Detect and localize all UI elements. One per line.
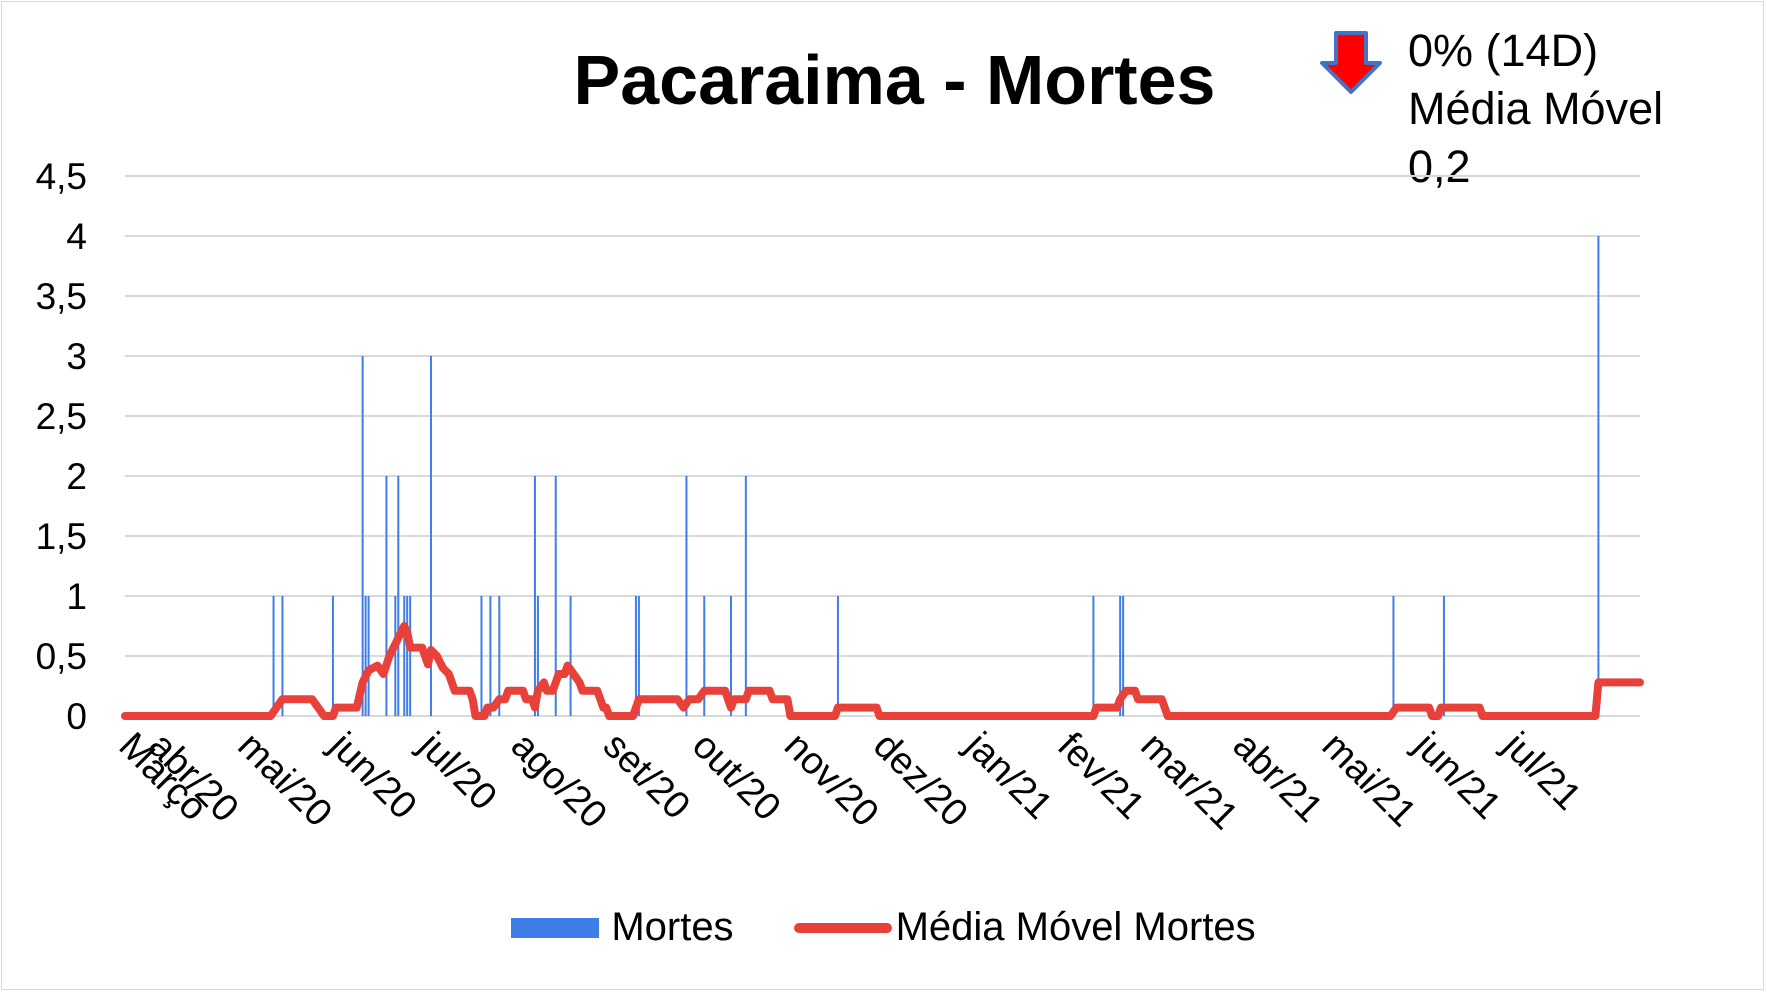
bar (429, 356, 432, 716)
bar (744, 476, 747, 716)
legend-item-mortes: Mortes (511, 905, 734, 950)
moving-average-line (121, 622, 1644, 720)
bar (1119, 596, 1122, 716)
bar (1392, 596, 1395, 716)
x-tick-label: jan/21 (957, 724, 1061, 828)
bar (554, 476, 557, 716)
y-tick-label: 4 (66, 216, 87, 257)
bar (397, 476, 400, 716)
bar (480, 596, 483, 716)
y-tick-label: 3 (66, 336, 87, 377)
moving-average-value: 0,2 (1408, 141, 1471, 192)
x-tick-label: jun/20 (321, 724, 425, 828)
y-tick-label: 1 (66, 576, 87, 617)
x-tick-label: nov/20 (776, 725, 886, 835)
x-tick-label: mar/21 (1133, 725, 1246, 838)
bar (634, 596, 637, 716)
x-tick-label: fev/21 (1049, 725, 1152, 828)
bar (403, 596, 406, 716)
bar (533, 476, 536, 716)
y-tick-label: 2,5 (36, 396, 87, 437)
bar (409, 596, 412, 716)
bar (498, 596, 501, 716)
bar (385, 476, 388, 716)
legend: Mortes Média Móvel Mortes (0, 905, 1767, 950)
bar (272, 596, 275, 716)
legend-label-mortes: Mortes (611, 905, 734, 949)
bar (1122, 596, 1125, 716)
bar (730, 596, 732, 716)
chart-title: Pacaraima - Mortes (573, 41, 1216, 119)
bar (394, 596, 397, 716)
bar (361, 356, 364, 716)
change-percent: 0% (14D) (1408, 25, 1599, 76)
plot-area: 00,511,522,533,544,5 Marçoabr/20mai/20ju… (36, 156, 1644, 838)
y-tick-label: 0 (66, 696, 87, 737)
bar (536, 596, 539, 716)
moving-average-label: Média Móvel (1408, 83, 1664, 134)
y-tick-label: 3,5 (36, 276, 87, 317)
legend-swatch-media-movel (793, 922, 892, 933)
bar (569, 596, 572, 716)
bar (367, 596, 370, 716)
x-tick-label: jul/20 (410, 724, 505, 819)
y-tick-label: 2 (66, 456, 87, 497)
legend-label-media-movel: Média Móvel Mortes (895, 905, 1256, 949)
bar (489, 596, 492, 716)
x-tick-label: abr/21 (1225, 725, 1331, 831)
bar (406, 596, 409, 716)
bar (331, 596, 334, 716)
bar (685, 476, 688, 716)
y-tick-label: 4,5 (36, 156, 87, 197)
y-tick-label: 1,5 (36, 516, 87, 557)
legend-item-media-movel: Média Móvel Mortes (793, 905, 1256, 950)
moving-average-annotation: 0% (14D) Média Móvel 0,2 (1408, 22, 1663, 196)
bar (703, 596, 706, 716)
y-tick-label: 0,5 (36, 636, 87, 677)
down-arrow-icon (1320, 31, 1382, 94)
x-tick-label: jun/21 (1405, 724, 1509, 828)
bar (836, 596, 839, 716)
x-tick-label: mai/20 (229, 725, 339, 835)
legend-swatch-mortes (511, 917, 600, 938)
bar (364, 596, 367, 716)
x-tick-label: dez/20 (865, 725, 975, 835)
bar (1442, 596, 1445, 716)
x-tick-label: set/20 (595, 725, 698, 828)
bar (1092, 596, 1095, 716)
bar (1597, 236, 1600, 716)
x-tick-label: out/20 (684, 725, 788, 829)
bar (637, 596, 640, 716)
x-tick-label: ago/20 (503, 725, 615, 837)
x-tick-label: jul/21 (1494, 724, 1589, 819)
x-tick-label: mai/21 (1314, 725, 1424, 835)
bar (281, 596, 284, 716)
